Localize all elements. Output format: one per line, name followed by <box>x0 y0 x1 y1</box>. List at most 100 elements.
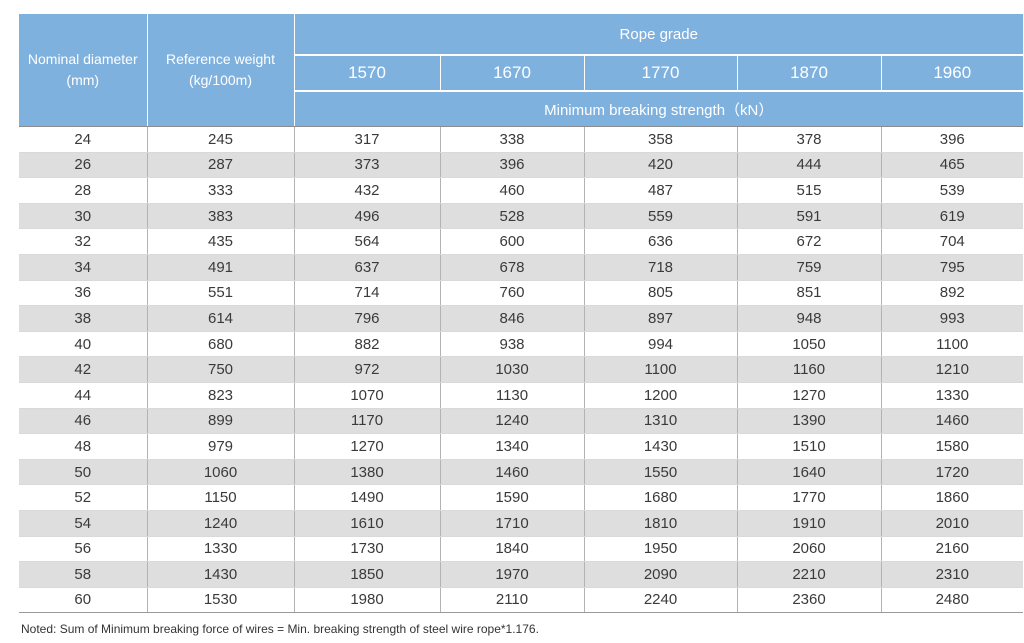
cell-breaking-strength: 1640 <box>737 459 882 486</box>
cell-breaking-strength: 1950 <box>584 536 738 563</box>
cell-breaking-strength: 759 <box>737 254 882 281</box>
cell-breaking-strength: 539 <box>881 177 1023 204</box>
cell-reference-weight: 750 <box>147 356 295 383</box>
cell-breaking-strength: 420 <box>584 152 738 179</box>
cell-reference-weight: 435 <box>147 228 295 255</box>
cell-breaking-strength: 591 <box>737 203 882 230</box>
cell-breaking-strength: 2310 <box>881 561 1023 588</box>
cell-reference-weight: 551 <box>147 280 295 307</box>
cell-breaking-strength: 948 <box>737 305 882 332</box>
header-min-breaking-strength: Minimum breaking strength（kN） <box>294 91 1023 127</box>
cell-reference-weight: 245 <box>147 126 295 153</box>
cell-breaking-strength: 704 <box>881 228 1023 255</box>
rope-spec-table: Nominal diameter (mm) Reference weight (… <box>19 14 1023 614</box>
table-footnote: Noted: Sum of Minimum breaking force of … <box>21 622 539 636</box>
cell-breaking-strength: 1910 <box>737 510 882 537</box>
cell-reference-weight: 1530 <box>147 587 295 614</box>
cell-breaking-strength: 2240 <box>584 587 738 614</box>
cell-nominal-diameter: 50 <box>19 459 148 486</box>
header-reference-weight-label: Reference weight <box>166 51 275 67</box>
table-row: 46 899 1170 1240 1310 1390 1460 <box>19 408 1023 435</box>
cell-breaking-strength: 378 <box>737 126 882 153</box>
cell-breaking-strength: 718 <box>584 254 738 281</box>
cell-reference-weight: 680 <box>147 331 295 358</box>
cell-breaking-strength: 487 <box>584 177 738 204</box>
cell-breaking-strength: 678 <box>440 254 585 281</box>
table-row: 50 1060 1380 1460 1550 1640 1720 <box>19 459 1023 486</box>
cell-breaking-strength: 619 <box>881 203 1023 230</box>
cell-breaking-strength: 1680 <box>584 484 738 511</box>
cell-nominal-diameter: 34 <box>19 254 148 281</box>
cell-breaking-strength: 528 <box>440 203 585 230</box>
cell-breaking-strength: 1610 <box>294 510 441 537</box>
table-row: 58 1430 1850 1970 2090 2210 2310 <box>19 561 1023 588</box>
cell-breaking-strength: 1580 <box>881 433 1023 460</box>
header-grade-1870: 1870 <box>737 55 882 92</box>
cell-breaking-strength: 600 <box>440 228 585 255</box>
cell-breaking-strength: 1430 <box>584 433 738 460</box>
cell-breaking-strength: 1340 <box>440 433 585 460</box>
cell-nominal-diameter: 42 <box>19 356 148 383</box>
cell-breaking-strength: 851 <box>737 280 882 307</box>
cell-breaking-strength: 1730 <box>294 536 441 563</box>
table-row: 38 614 796 846 897 948 993 <box>19 305 1023 332</box>
cell-breaking-strength: 2060 <box>737 536 882 563</box>
table-row: 36 551 714 760 805 851 892 <box>19 280 1023 307</box>
table-row: 44 823 1070 1130 1200 1270 1330 <box>19 382 1023 409</box>
cell-nominal-diameter: 46 <box>19 408 148 435</box>
cell-breaking-strength: 1860 <box>881 484 1023 511</box>
cell-breaking-strength: 2480 <box>881 587 1023 614</box>
table-row: 48 979 1270 1340 1430 1510 1580 <box>19 433 1023 460</box>
cell-nominal-diameter: 32 <box>19 228 148 255</box>
table-row: 26 287 373 396 420 444 465 <box>19 152 1023 179</box>
cell-nominal-diameter: 28 <box>19 177 148 204</box>
cell-breaking-strength: 396 <box>440 152 585 179</box>
cell-breaking-strength: 564 <box>294 228 441 255</box>
cell-nominal-diameter: 60 <box>19 587 148 614</box>
cell-nominal-diameter: 52 <box>19 484 148 511</box>
header-nominal-diameter-unit: (mm) <box>66 72 100 88</box>
cell-breaking-strength: 1380 <box>294 459 441 486</box>
cell-breaking-strength: 1210 <box>881 356 1023 383</box>
cell-breaking-strength: 1390 <box>737 408 882 435</box>
table-row: 24 245 317 338 358 378 396 <box>19 126 1023 153</box>
cell-breaking-strength: 1130 <box>440 382 585 409</box>
cell-breaking-strength: 465 <box>881 152 1023 179</box>
header-grade-1670: 1670 <box>440 55 585 92</box>
cell-nominal-diameter: 54 <box>19 510 148 537</box>
cell-breaking-strength: 1100 <box>584 356 738 383</box>
cell-nominal-diameter: 36 <box>19 280 148 307</box>
cell-breaking-strength: 1590 <box>440 484 585 511</box>
cell-nominal-diameter: 48 <box>19 433 148 460</box>
cell-nominal-diameter: 40 <box>19 331 148 358</box>
cell-breaking-strength: 1270 <box>737 382 882 409</box>
cell-breaking-strength: 1770 <box>737 484 882 511</box>
header-reference-weight: Reference weight (kg/100m) <box>147 14 295 127</box>
cell-breaking-strength: 444 <box>737 152 882 179</box>
cell-nominal-diameter: 24 <box>19 126 148 153</box>
cell-breaking-strength: 714 <box>294 280 441 307</box>
table-body: 24 245 317 338 358 378 396 26 287 373 396 420 444 465… <box>19 126 1023 614</box>
header-grade-1770: 1770 <box>584 55 738 92</box>
header-nominal-diameter: Nominal diameter (mm) <box>19 14 148 127</box>
cell-breaking-strength: 1980 <box>294 587 441 614</box>
cell-breaking-strength: 1160 <box>737 356 882 383</box>
cell-breaking-strength: 2010 <box>881 510 1023 537</box>
cell-breaking-strength: 460 <box>440 177 585 204</box>
cell-breaking-strength: 1460 <box>440 459 585 486</box>
cell-nominal-diameter: 38 <box>19 305 148 332</box>
cell-nominal-diameter: 44 <box>19 382 148 409</box>
cell-breaking-strength: 1460 <box>881 408 1023 435</box>
cell-breaking-strength: 882 <box>294 331 441 358</box>
cell-breaking-strength: 636 <box>584 228 738 255</box>
cell-reference-weight: 899 <box>147 408 295 435</box>
cell-breaking-strength: 1510 <box>737 433 882 460</box>
cell-breaking-strength: 1330 <box>881 382 1023 409</box>
cell-reference-weight: 1060 <box>147 459 295 486</box>
cell-reference-weight: 287 <box>147 152 295 179</box>
cell-breaking-strength: 1270 <box>294 433 441 460</box>
table-header: Nominal diameter (mm) Reference weight (… <box>19 14 1023 127</box>
cell-reference-weight: 383 <box>147 203 295 230</box>
cell-breaking-strength: 1550 <box>584 459 738 486</box>
cell-breaking-strength: 796 <box>294 305 441 332</box>
